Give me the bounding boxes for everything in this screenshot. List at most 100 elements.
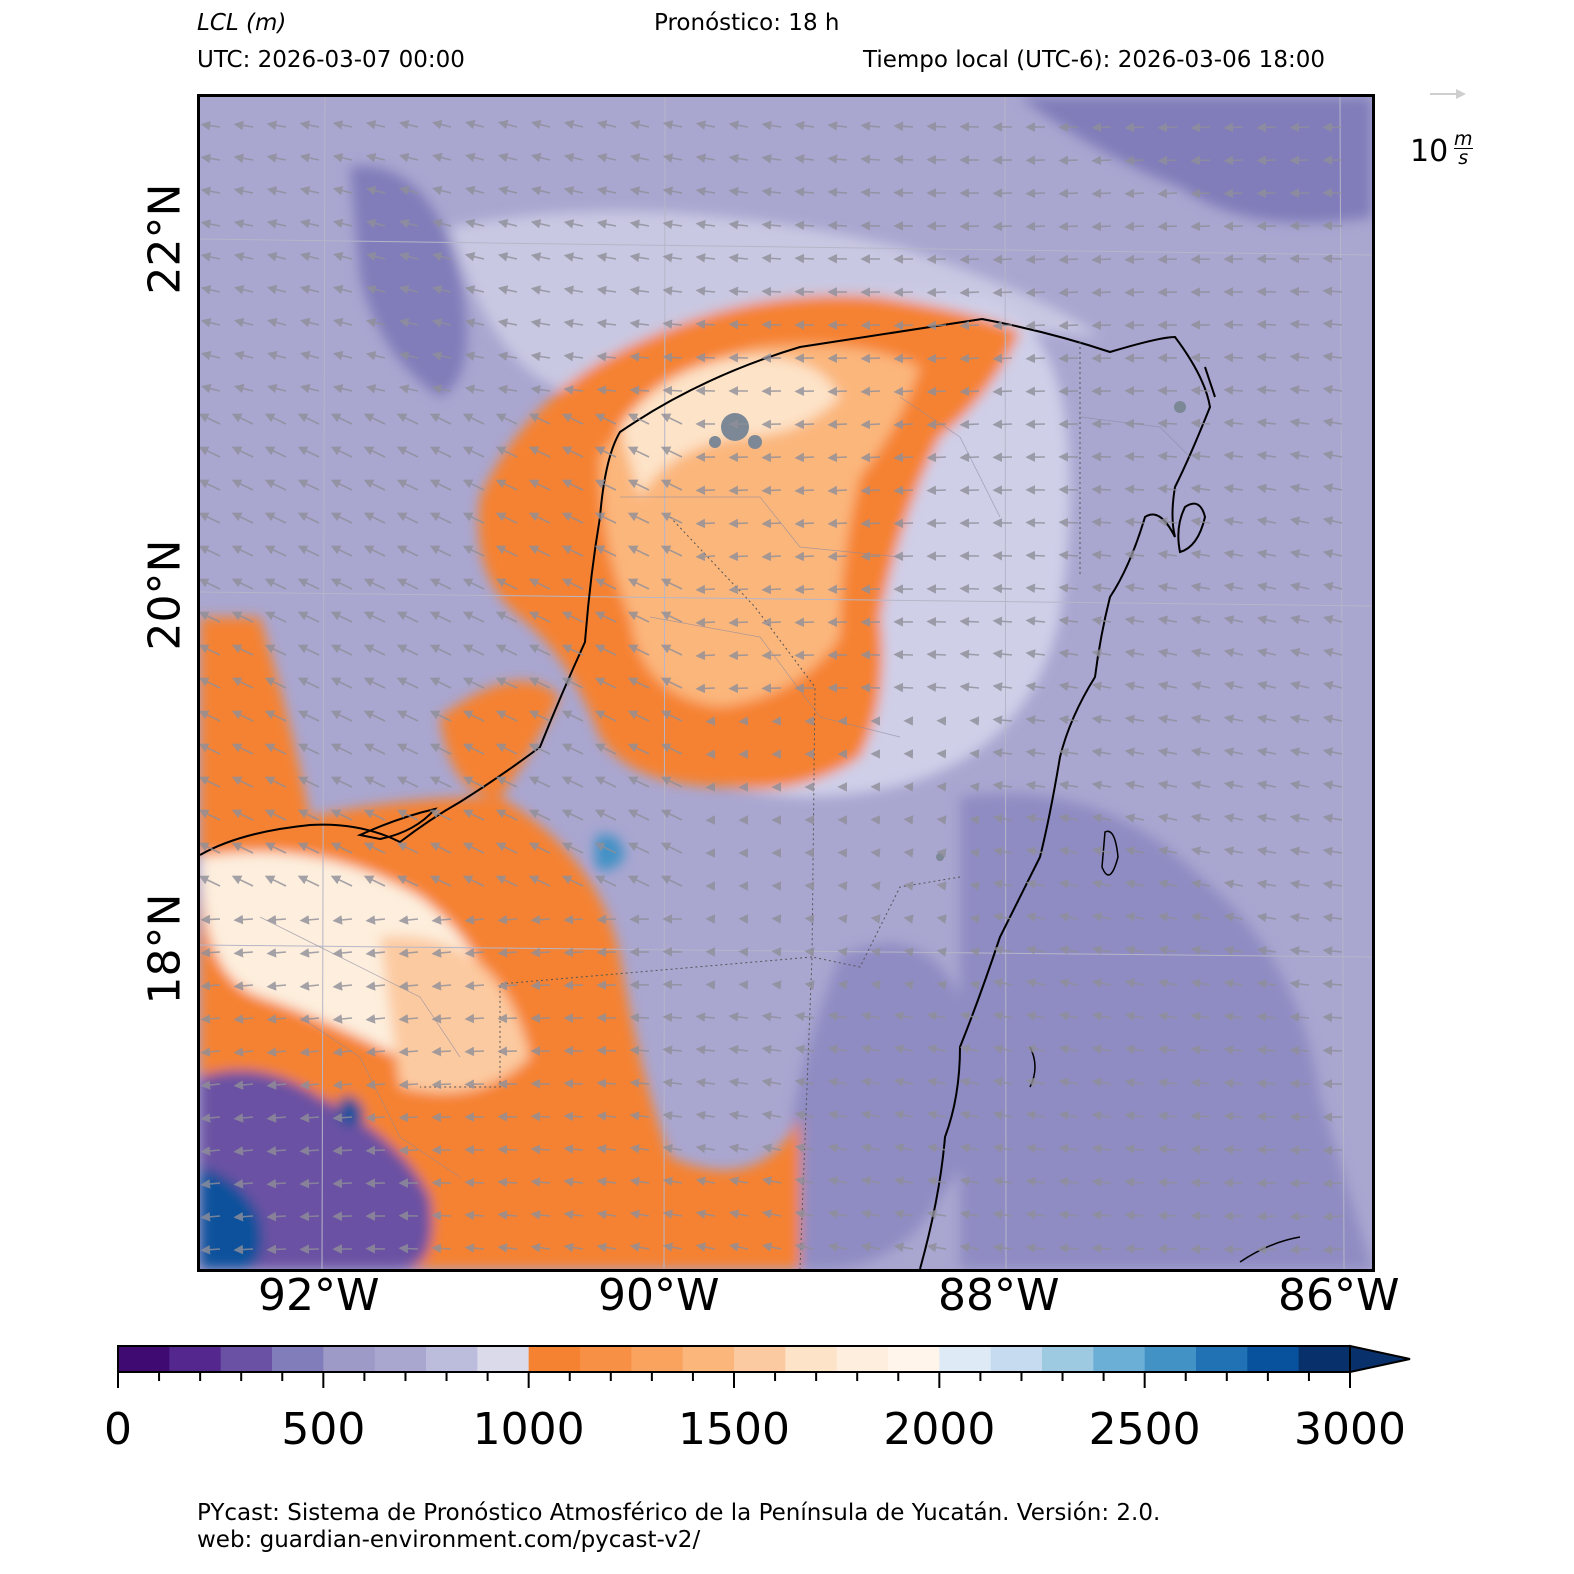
wind-arrow: [462, 776, 485, 788]
wind-arrow: [266, 1047, 287, 1057]
wind-arrow: [992, 649, 1013, 659]
wind-arrow: [429, 644, 452, 656]
wind-arrow: [1124, 1111, 1145, 1121]
wind-arrow: [1190, 451, 1211, 461]
wind-arrow: [297, 578, 320, 590]
wind-arrow: [1190, 780, 1211, 790]
wind-arrow: [1289, 1012, 1310, 1022]
isla-mujeres: [1204, 366, 1216, 398]
wind-arrow: [1091, 1110, 1112, 1121]
wind-arrow: [936, 881, 947, 891]
wind-arrow: [299, 1178, 320, 1189]
wind-arrow: [464, 384, 485, 394]
wind-arrow: [1290, 680, 1310, 691]
wind-arrow: [1091, 550, 1112, 560]
wind-arrow: [662, 352, 683, 363]
wind-arrow: [1289, 1244, 1310, 1255]
wind-arrow: [528, 644, 551, 656]
wind-arrow: [629, 1078, 650, 1088]
wind-arrow: [1091, 517, 1112, 528]
wind-arrow: [363, 512, 386, 524]
wind-arrow: [200, 743, 221, 755]
wind-arrow: [495, 875, 518, 887]
wind-arrow: [1256, 155, 1277, 166]
wind-arrow: [837, 914, 848, 924]
wind-arrow: [563, 914, 584, 925]
wind-arrow: [870, 980, 881, 990]
wind-arrow: [297, 413, 320, 425]
wind-arrow: [563, 1209, 584, 1220]
wind-arrow: [1124, 648, 1145, 658]
wind-arrow: [860, 551, 881, 562]
wind-arrow: [1190, 516, 1211, 527]
wind-arrow: [992, 945, 1013, 955]
wind-arrow: [1256, 122, 1277, 133]
wind-arrow: [233, 1047, 254, 1057]
colorbar-segment: [836, 1346, 889, 1372]
wind-key-arrow-icon: [1430, 89, 1466, 99]
honduras-islands: [1239, 1236, 1301, 1263]
wind-arrow: [794, 1011, 815, 1022]
wind-arrow: [728, 1143, 749, 1153]
wind-arrow: [728, 551, 749, 562]
wind-arrow: [462, 644, 485, 656]
wind-arrow: [695, 683, 716, 694]
wind-arrow: [363, 578, 386, 590]
wind-arrow: [728, 485, 749, 496]
wind-arrow: [297, 446, 320, 458]
wind-arrow: [431, 1210, 452, 1221]
wind-arrow: [429, 446, 452, 458]
wind-arrow: [662, 186, 683, 196]
wind-arrow: [266, 1014, 287, 1024]
wind-arrow: [596, 1242, 617, 1253]
colorbar-segment: [580, 1346, 632, 1372]
wind-arrow: [761, 650, 782, 661]
wind-arrow: [1157, 1210, 1178, 1221]
wind-arrow: [530, 1144, 551, 1155]
wind-arrow: [794, 485, 815, 496]
wind-arrow: [396, 809, 419, 821]
wind-arrow: [1289, 1178, 1310, 1189]
wind-arrow: [1025, 1243, 1046, 1253]
wind-arrow: [627, 413, 650, 425]
wind-arrow: [332, 218, 353, 229]
wind-arrow: [396, 710, 419, 722]
wind-arrow: [297, 842, 320, 854]
wind-arrow: [959, 386, 980, 397]
forecast-hour: Pronóstico: 18 h: [654, 10, 840, 36]
wind-arrow: [629, 252, 650, 263]
wind-arrow: [893, 353, 914, 364]
wind-arrow: [596, 186, 617, 196]
wind-arrow: [299, 383, 320, 394]
wind-arrow: [794, 187, 815, 197]
cozumel: [1177, 502, 1207, 554]
wind-arrow: [771, 914, 782, 924]
wind-arrow: [363, 842, 386, 854]
wind-arrow: [662, 319, 683, 329]
wind-arrow: [1289, 122, 1310, 133]
colorbar-tick-label: 2500: [1088, 1404, 1201, 1455]
wind-arrow: [1223, 483, 1244, 494]
wind-arrow: [398, 384, 419, 394]
wind-arrow: [1223, 1244, 1244, 1255]
wind-arrow: [761, 518, 782, 529]
wind-arrow: [1058, 353, 1079, 364]
wind-arrow: [1289, 912, 1310, 923]
wind-arrow: [662, 1110, 683, 1121]
wind-arrow: [530, 252, 551, 262]
wind-arrow: [992, 221, 1013, 232]
wind-arrow: [462, 809, 485, 821]
wind-arrow: [462, 710, 485, 722]
wind-arrow: [431, 251, 452, 262]
wind-arrow: [462, 512, 485, 524]
wind-arrow: [1157, 188, 1178, 199]
wind-arrow: [992, 419, 1013, 430]
wind-arrow: [530, 1242, 551, 1253]
wind-arrow: [233, 1211, 254, 1222]
wind-arrow: [231, 776, 254, 788]
wind-arrow: [200, 914, 221, 925]
wind-arrow: [431, 351, 452, 361]
wind-arrow: [926, 1110, 947, 1120]
wind-arrow: [660, 644, 683, 656]
wind-arrow: [1289, 516, 1310, 526]
